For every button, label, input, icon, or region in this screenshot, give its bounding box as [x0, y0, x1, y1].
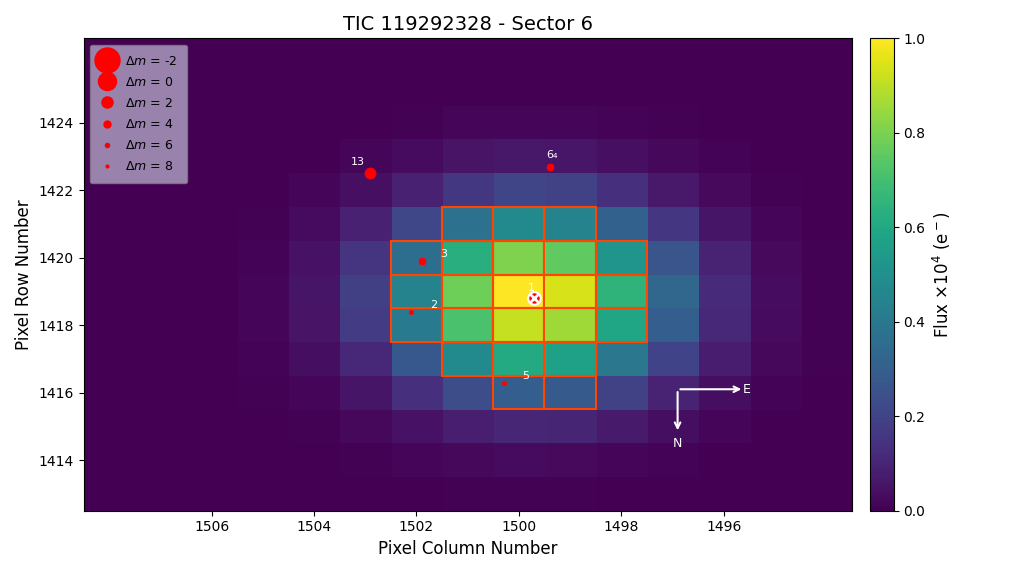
X-axis label: Pixel Column Number: Pixel Column Number: [378, 540, 557, 558]
Bar: [442, 308, 494, 342]
Text: N: N: [673, 437, 682, 450]
Text: 3: 3: [440, 249, 447, 260]
Y-axis label: Flux $\times10^4$ (e$^-$): Flux $\times10^4$ (e$^-$): [931, 211, 953, 338]
Bar: [545, 342, 596, 376]
Bar: [494, 241, 545, 274]
Bar: [442, 241, 494, 274]
Text: 1: 1: [528, 283, 536, 293]
Bar: [391, 274, 442, 308]
Bar: [494, 376, 545, 410]
Text: 13: 13: [351, 157, 366, 167]
Text: 5: 5: [522, 371, 529, 381]
Text: 2: 2: [430, 300, 437, 310]
Bar: [596, 308, 647, 342]
Bar: [494, 207, 545, 241]
Bar: [545, 376, 596, 410]
Text: 6₄: 6₄: [546, 151, 557, 160]
Y-axis label: Pixel Row Number: Pixel Row Number: [15, 199, 33, 350]
Bar: [596, 241, 647, 274]
Bar: [545, 308, 596, 342]
Bar: [545, 274, 596, 308]
Bar: [545, 241, 596, 274]
Bar: [442, 274, 494, 308]
Bar: [391, 308, 442, 342]
Bar: [545, 207, 596, 241]
Title: TIC 119292328 - Sector 6: TIC 119292328 - Sector 6: [343, 15, 593, 34]
Bar: [596, 274, 647, 308]
Bar: [494, 274, 545, 308]
Bar: [442, 207, 494, 241]
Text: E: E: [742, 383, 751, 396]
Bar: [494, 342, 545, 376]
Bar: [494, 308, 545, 342]
Bar: [391, 241, 442, 274]
Legend: $\Delta m$ = -2, $\Delta m$ = 0, $\Delta m$ = 2, $\Delta m$ = 4, $\Delta m$ = 6,: $\Delta m$ = -2, $\Delta m$ = 0, $\Delta…: [90, 45, 187, 183]
Bar: [442, 342, 494, 376]
